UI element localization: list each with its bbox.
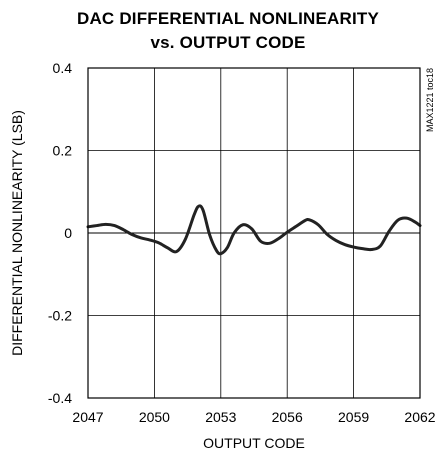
- series-layer: [86, 204, 422, 256]
- x-tick-labels: 2047 2050 2053 2056 2059 2062: [72, 409, 435, 425]
- x-tick-label: 2047: [72, 409, 103, 425]
- y-axis-label: DIFFERENTIAL NONLINEARITY (LSB): [9, 110, 25, 356]
- y-tick-label: 0: [64, 225, 72, 241]
- y-tick-labels: 0.4 0.2 0 -0.2 -0.4: [48, 60, 72, 406]
- y-tick-label: -0.2: [48, 308, 72, 324]
- plot-frame: [87, 67, 421, 399]
- x-tick-label: 2056: [272, 409, 303, 425]
- x-axis-label: OUTPUT CODE: [203, 435, 305, 451]
- x-tick-label: 2062: [404, 409, 435, 425]
- dnl-series-line: [86, 204, 422, 256]
- x-tick-label: 2053: [205, 409, 236, 425]
- y-tick-label: 0.2: [53, 143, 73, 159]
- chart-subtitle: vs. OUTPUT CODE: [150, 33, 305, 52]
- chart-title: DAC DIFFERENTIAL NONLINEARITY: [77, 9, 379, 28]
- x-tick-label: 2050: [139, 409, 170, 425]
- y-tick-label: 0.4: [53, 60, 73, 76]
- y-tick-label: -0.4: [48, 390, 72, 406]
- x-tick-label: 2059: [338, 409, 369, 425]
- figure-code-label: MAX1221 toc18: [425, 68, 435, 132]
